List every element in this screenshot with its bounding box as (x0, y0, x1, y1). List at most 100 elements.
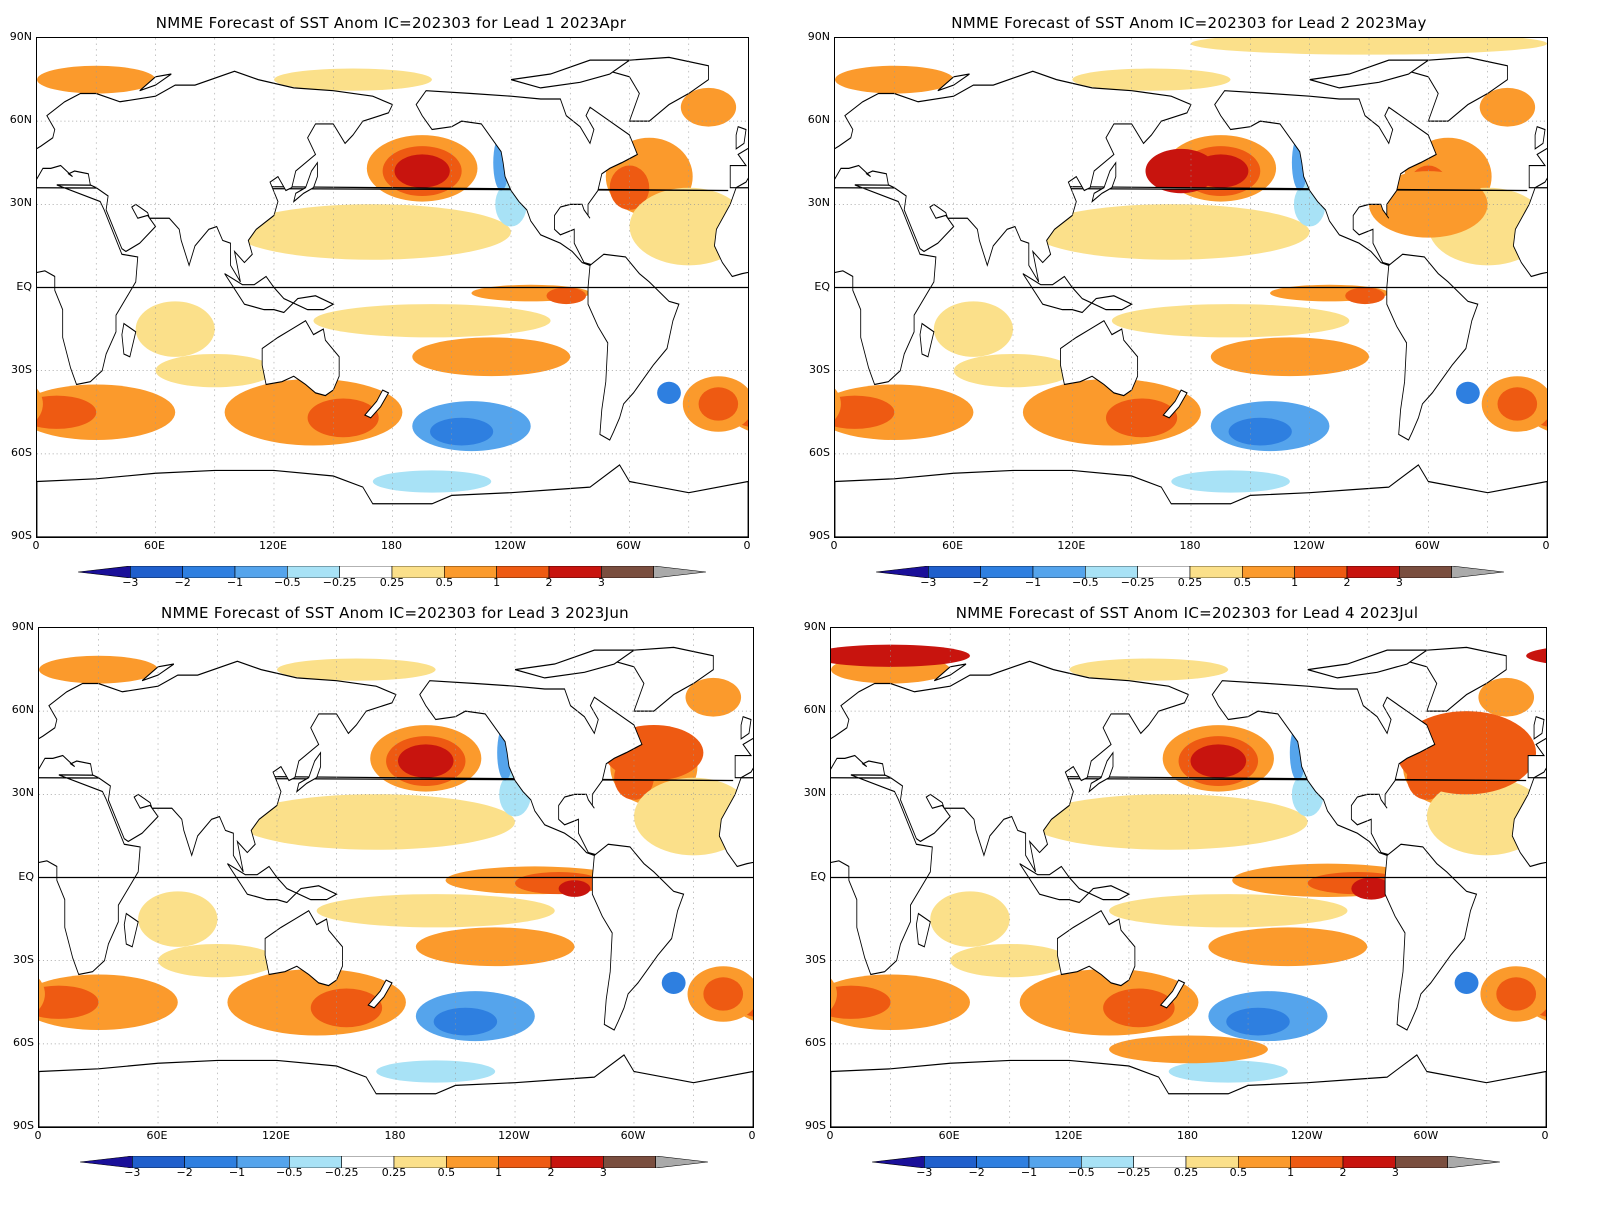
landmass (919, 322, 935, 358)
latitude-label: 60S (805, 1035, 826, 1049)
sst-anomaly-map (834, 37, 1548, 538)
anomaly-region (237, 794, 515, 850)
colorbar-label: 0.25 (1173, 1166, 1199, 1179)
colorbar-max-arrow (655, 1155, 709, 1169)
colorbar-label: −0.5 (273, 576, 301, 589)
anomaly-region (1226, 1007, 1290, 1036)
landmass (296, 751, 322, 793)
longitude-label: 180 (1177, 1129, 1198, 1142)
map-panel-lead-2: NMME Forecast of SST Anom IC=202303 for … (0, 0, 1600, 600)
landmass (292, 161, 318, 203)
colorbar-label: 0.25 (1177, 576, 1203, 589)
anomaly-region (1397, 711, 1537, 795)
colorbar-label: 3 (599, 1166, 607, 1179)
latitude-label: 90S (809, 529, 830, 542)
anomaly-region (316, 894, 555, 928)
landmass (734, 737, 753, 779)
colorbar-label: −0.25 (1120, 576, 1155, 589)
anomaly-region (415, 927, 575, 967)
longitude-label: 120E (1057, 539, 1086, 552)
landmass (1088, 751, 1114, 793)
colorbar-label: −3 (916, 1166, 933, 1179)
map-panel-lead-1: NMME Forecast of SST Anom IC=202303 for … (0, 0, 800, 600)
landmass (363, 389, 390, 419)
anomaly-region (1109, 1035, 1268, 1064)
colorbar-label: −2 (174, 576, 191, 589)
colorbar-label: −0.25 (322, 576, 357, 589)
latitude-label: 30N (807, 196, 830, 210)
latitude-label: 60S (809, 445, 830, 459)
landmass (1060, 320, 1139, 397)
longitude-label: 120W (1290, 1129, 1323, 1142)
landmass (1159, 979, 1186, 1009)
landmass (1534, 126, 1546, 150)
latitude-label: 90S (805, 1119, 826, 1132)
colorbar-label: 1 (1291, 576, 1299, 589)
anomaly-region (1478, 677, 1535, 717)
anomaly-region (661, 971, 686, 994)
colorbar-label: −0.5 (1067, 1166, 1095, 1179)
latitude-label: 30S (805, 952, 826, 966)
latitude-label: 30S (11, 362, 32, 376)
latitude-label: 60N (803, 703, 826, 717)
landmass (831, 774, 1527, 976)
colorbar-label: −1 (226, 576, 244, 589)
anomaly-region (273, 68, 432, 91)
anomaly-region (685, 677, 742, 717)
landmass (1386, 253, 1479, 441)
anomaly-region (1103, 988, 1175, 1028)
colorbar-label: −1 (228, 1166, 246, 1179)
landmass (1309, 59, 1429, 89)
colorbar-label: 1 (493, 576, 501, 589)
landmass (37, 184, 729, 386)
latitude-label: 90N (803, 620, 826, 633)
landmass (261, 320, 340, 397)
landmass (419, 680, 643, 856)
landmass (740, 716, 752, 740)
sst-anomaly-map (36, 37, 749, 538)
latitude-label: 90S (11, 529, 32, 542)
latitude-label: 30S (809, 362, 830, 376)
anomaly-region (933, 301, 1013, 357)
anomaly-region (135, 301, 215, 357)
longitude-label: 60E (144, 539, 165, 552)
anomaly-region (412, 337, 571, 377)
longitude-label: 0 (830, 539, 838, 552)
longitude-label: 180 (381, 539, 402, 552)
colorbar-label: 0.5 (1229, 1166, 1248, 1179)
landmass (224, 273, 335, 314)
landmass (729, 147, 748, 189)
landmass (735, 126, 747, 150)
colorbar-label: 3 (597, 576, 605, 589)
anomaly-region (155, 353, 274, 388)
longitude-label: 0 (32, 539, 40, 552)
anomaly-region (1105, 398, 1178, 438)
colorbar-label: −0.25 (1116, 1166, 1151, 1179)
landmass (121, 322, 137, 358)
colorbar-label: 3 (1395, 576, 1403, 589)
anomaly-region (657, 381, 681, 404)
landmass (1528, 147, 1547, 189)
anomaly-region (1171, 470, 1290, 493)
anomaly-region (1479, 87, 1536, 127)
colorbar-label: 0.5 (435, 576, 454, 589)
colorbar-label: −0.5 (1071, 576, 1099, 589)
colorbar (875, 563, 1505, 579)
colorbar-label: 0.25 (381, 1166, 407, 1179)
colorbar-label: −2 (968, 1166, 985, 1179)
longitude-label: 60W (620, 1129, 646, 1142)
landmass (1527, 737, 1546, 779)
map-panel-lead-3: NMME Forecast of SST Anom IC=202303 for … (161, 604, 629, 622)
latitude-label: 90S (13, 1119, 34, 1132)
anomaly-region (376, 1060, 496, 1083)
latitude-label: 60N (11, 703, 34, 717)
colorbar-label: −2 (176, 1166, 193, 1179)
colorbar-label: −3 (124, 1166, 141, 1179)
anomaly-region (37, 395, 97, 429)
landmass (915, 912, 931, 948)
colorbar (79, 1153, 709, 1169)
longitude-label: 120W (498, 1129, 530, 1142)
landmass (415, 90, 638, 266)
longitude-label: 0 (1542, 539, 1550, 552)
